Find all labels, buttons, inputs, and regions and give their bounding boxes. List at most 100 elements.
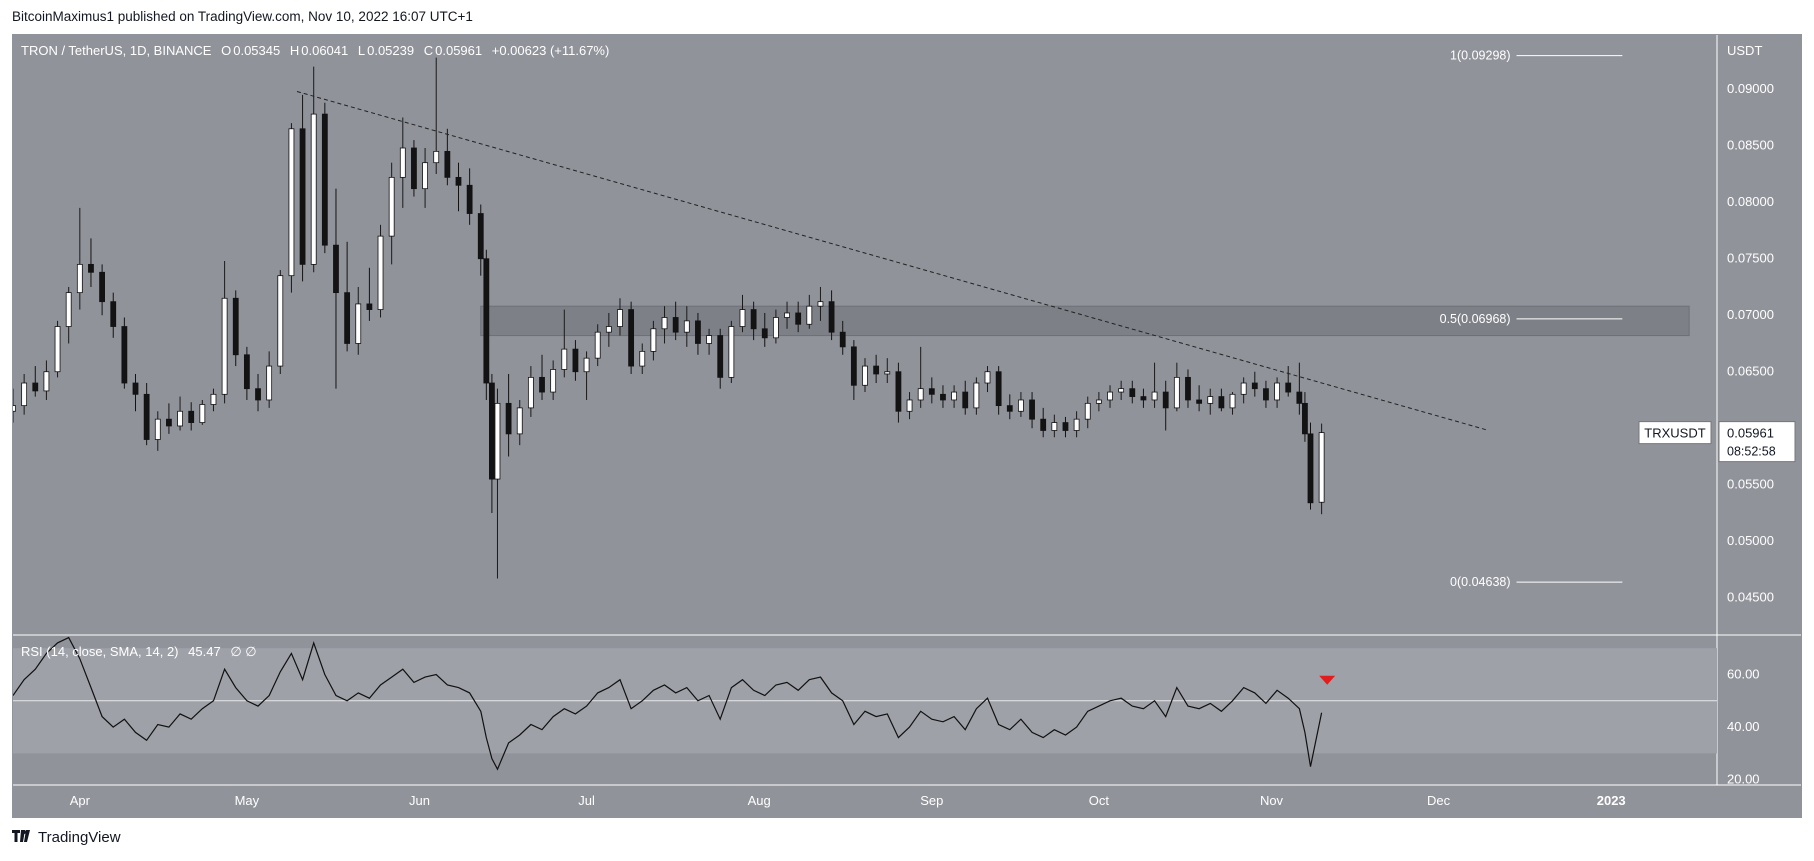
candle [951, 385, 957, 408]
candle [717, 328, 724, 389]
candle-body [1173, 376, 1180, 409]
candle-body [1107, 391, 1113, 401]
candle [917, 346, 924, 408]
candle-body [884, 371, 891, 375]
candles-layer [13, 57, 1325, 579]
candle [1062, 416, 1069, 438]
candle-body [1129, 388, 1136, 397]
candle [928, 377, 935, 404]
candle [817, 286, 824, 321]
candle [266, 351, 273, 408]
candle [1285, 366, 1292, 397]
candle-body [806, 305, 813, 325]
candle [188, 402, 195, 431]
fib-level-label: 0.5(0.06968) [1440, 312, 1511, 326]
axes-layer: 0.09000 0.08500 0.08000 0.07500 0.07000 0.065… [70, 81, 1796, 808]
price-axis-tick: 0.07500 [1727, 251, 1774, 266]
candle-body [221, 297, 228, 395]
candle-body [1263, 388, 1269, 401]
candle [1196, 385, 1203, 412]
candle [377, 224, 384, 318]
chart[interactable]: 1(0.09298) 0.5(0.06968) 0(0.04638) 0.09000… [13, 35, 1801, 817]
rsi-value: 45.47 [188, 644, 221, 659]
candle-body [1118, 388, 1125, 393]
candle-body [483, 258, 490, 384]
candle-body [255, 388, 261, 401]
candle [973, 377, 980, 415]
descending-trendline [296, 91, 1489, 431]
candle-body [539, 376, 545, 393]
candle-body [477, 213, 484, 260]
candle-body [76, 263, 83, 294]
candle [572, 340, 579, 381]
candle-body [572, 348, 579, 373]
candle-body [355, 303, 362, 344]
candle-body [1084, 402, 1091, 420]
candle [299, 94, 306, 282]
candle [683, 306, 690, 347]
candle [940, 385, 946, 408]
candle [88, 238, 94, 287]
candle [672, 301, 679, 341]
candle-body [1251, 382, 1258, 390]
candle [466, 168, 473, 225]
time-axis-tick: 2023 [1597, 793, 1626, 808]
candle [366, 267, 373, 321]
ohlc-close-label: C [424, 43, 433, 58]
footer[interactable]: TradingView [12, 829, 121, 846]
candle-body [1307, 433, 1314, 504]
candle-body [505, 402, 512, 435]
candle-body [672, 317, 679, 333]
candle [906, 392, 913, 420]
candle [1095, 392, 1102, 412]
candle-body [188, 410, 195, 423]
time-axis-tick: Nov [1260, 793, 1284, 808]
candle-body [166, 418, 172, 427]
candle [516, 399, 523, 446]
resistance-zone-layer [480, 305, 1690, 337]
candle [550, 360, 557, 400]
candle-body [906, 399, 913, 412]
candle [1084, 396, 1091, 429]
candle-body [455, 176, 462, 186]
candle-body [795, 312, 802, 325]
candle-body [1218, 396, 1225, 409]
candle [494, 388, 501, 579]
candle [399, 117, 406, 208]
candle [1251, 371, 1258, 397]
candle [1296, 362, 1303, 415]
candle [873, 354, 880, 384]
candle [1151, 362, 1158, 408]
price-axis-tick: 0.08500 [1727, 138, 1774, 153]
candle-body [110, 301, 117, 327]
candle-body [65, 292, 72, 327]
time-axis-tick: Jun [409, 793, 430, 808]
candle [444, 128, 451, 186]
candle [962, 380, 969, 415]
candle-body [583, 357, 590, 373]
chart-frame[interactable]: 1(0.09298) 0.5(0.06968) 0(0.04638) 0.09000… [12, 34, 1802, 818]
fib-level-label: 1(0.09298) [1450, 49, 1510, 63]
candle [1185, 369, 1191, 408]
candle [1207, 388, 1214, 415]
candle [661, 306, 668, 344]
candle-body [1151, 391, 1158, 401]
candle-body [422, 162, 428, 190]
candle [411, 140, 417, 197]
ohlc-open-label: O [221, 43, 231, 58]
candle [154, 411, 161, 451]
candle [1029, 392, 1035, 429]
candle-body [1240, 382, 1247, 395]
rsi-legend: RSI (14, close, SMA, 14, 2) 45.47 ∅ ∅ [21, 644, 257, 659]
candle-body [1040, 418, 1047, 431]
rsi-bearish-arrow-icon [1319, 675, 1336, 685]
candle-body [388, 176, 395, 237]
candle-body [366, 303, 373, 310]
candle [505, 373, 512, 457]
fib-level-label: 0(0.04638) [1450, 575, 1510, 589]
candle-body [1274, 382, 1280, 401]
ohlc-low-value: 0.05239 [367, 43, 414, 58]
symbol-tag-box [1638, 421, 1712, 445]
symbol-tag-text: TRXUSDT [1644, 426, 1705, 441]
